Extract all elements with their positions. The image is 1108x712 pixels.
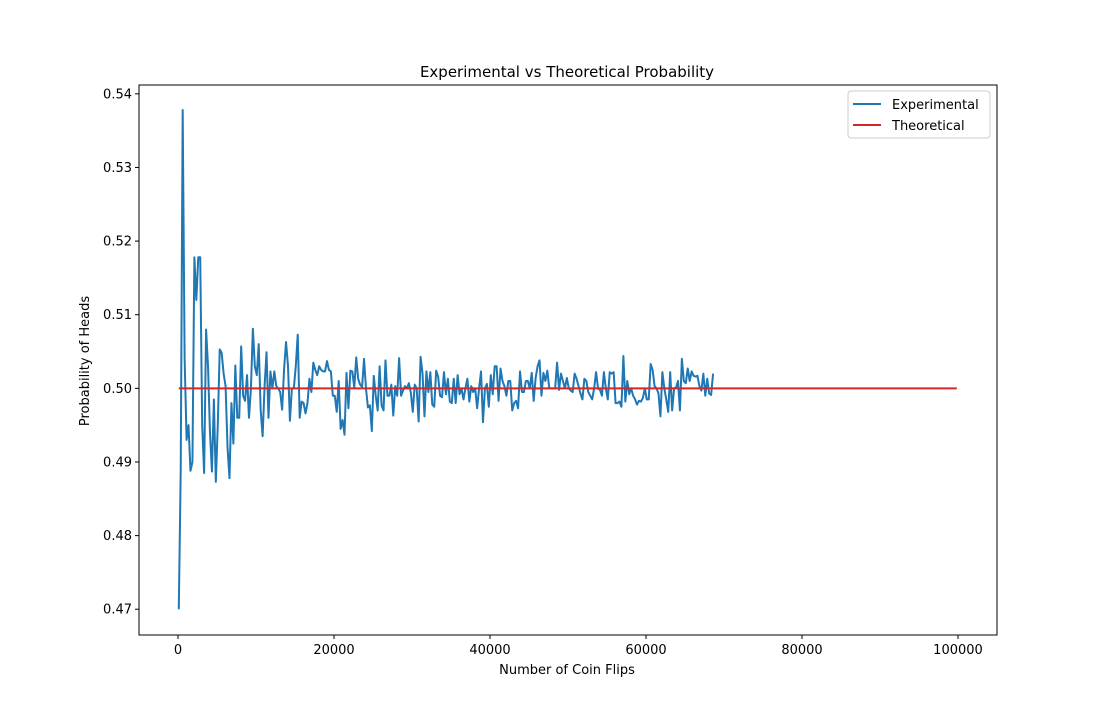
- plot-series: [177, 109, 957, 610]
- x-tick-label: 60000: [625, 643, 666, 658]
- x-tick-label: 40000: [469, 643, 510, 658]
- y-tick-label: 0.54: [103, 87, 132, 102]
- x-tick-label: 20000: [313, 643, 354, 658]
- y-tick-label: 0.49: [103, 455, 132, 470]
- series-experimental-line: [177, 109, 715, 610]
- legend: Experimental Theoretical: [847, 90, 991, 139]
- y-axis-label: Probability of Heads: [78, 296, 93, 427]
- x-tick-label: 100000: [933, 643, 983, 658]
- y-tick-label: 0.47: [103, 603, 132, 618]
- legend-label-experimental: Experimental: [892, 98, 979, 113]
- x-axis-label: Number of Coin Flips: [499, 663, 635, 678]
- y-tick-label: 0.51: [103, 308, 132, 323]
- y-axis: 0.47 0.48 0.49 0.50 0.51 0.52 0.53 0.54: [103, 87, 139, 618]
- legend-label-theoretical: Theoretical: [891, 119, 965, 134]
- x-tick-label: 0: [174, 643, 182, 658]
- legend-box: [847, 90, 991, 139]
- y-tick-label: 0.48: [103, 529, 132, 544]
- chart-title: Experimental vs Theoretical Probability: [420, 63, 714, 81]
- plot-frame: [138, 84, 998, 636]
- x-axis: 0 20000 40000 60000 80000 100000: [174, 635, 983, 658]
- y-tick-label: 0.52: [103, 235, 132, 250]
- x-tick-label: 80000: [781, 643, 822, 658]
- y-tick-label: 0.53: [103, 161, 132, 176]
- y-tick-label: 0.50: [103, 382, 132, 397]
